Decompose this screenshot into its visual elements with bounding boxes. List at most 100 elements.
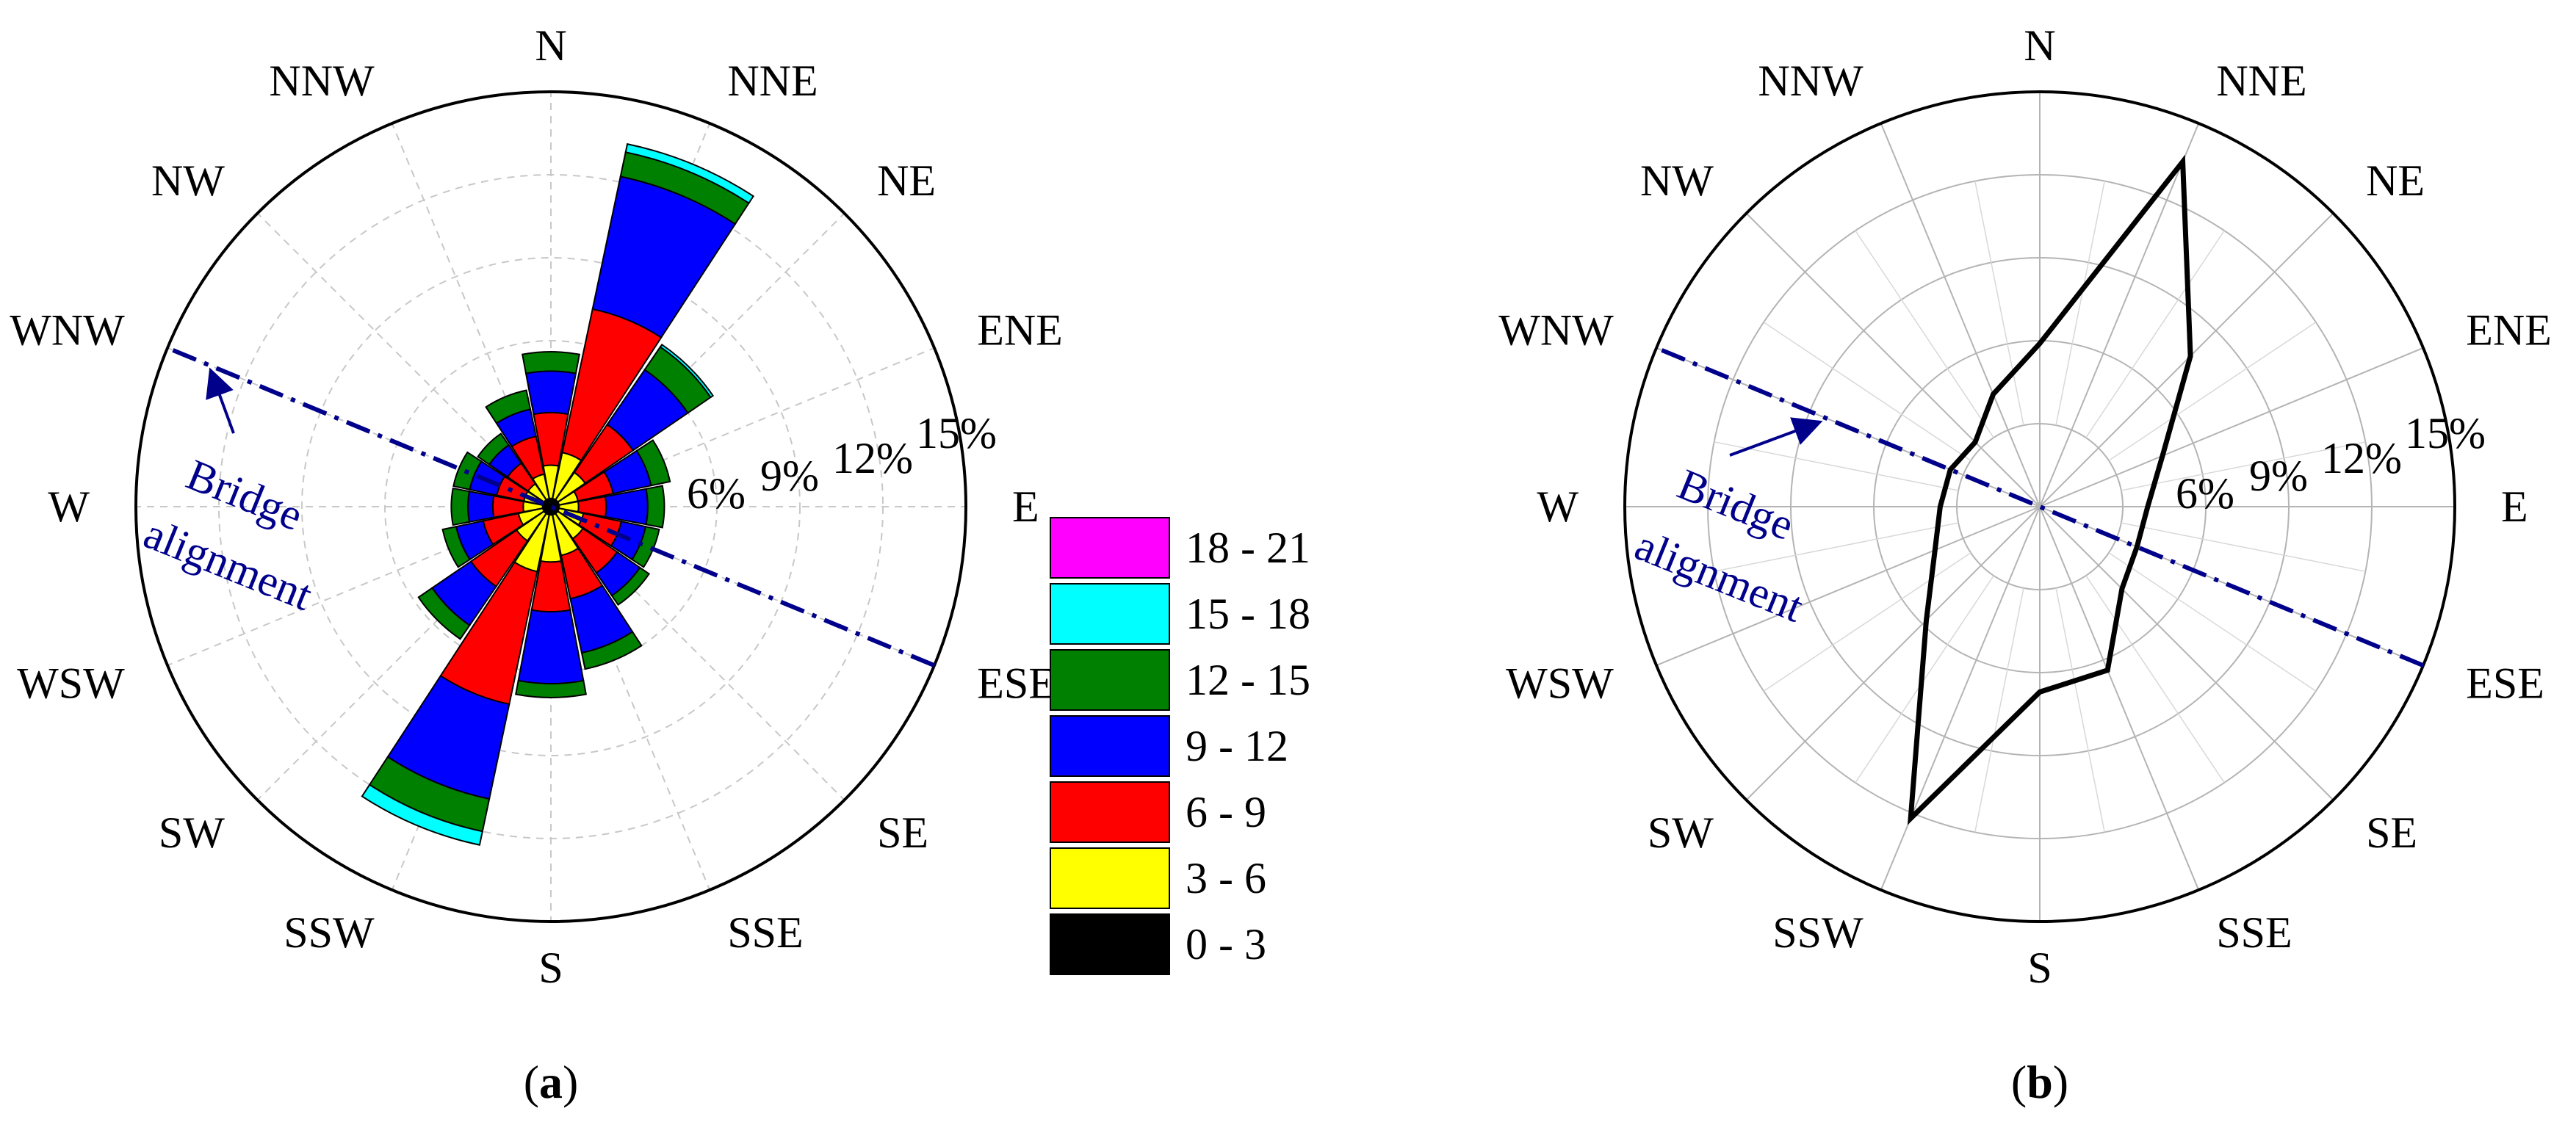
direction-label-w: W xyxy=(48,482,90,531)
wind-bar-ese-bin-4 xyxy=(631,526,660,568)
radar-panel: N NNE NE ENE E ESE SE SSE S SSW SW WSW W WNW NW NNW 6% 9… xyxy=(1498,21,2552,1108)
direction-label-se: SE xyxy=(877,808,928,857)
direction-label-n: N xyxy=(535,21,566,70)
direction-label-nne: NNE xyxy=(727,57,818,105)
legend-label: 0 - 3 xyxy=(1186,920,1266,969)
legend-label: 15 - 18 xyxy=(1186,590,1310,638)
direction-label-wnw: WNW xyxy=(1498,306,1614,355)
ring-label: 15% xyxy=(916,409,997,457)
ring-label: 6% xyxy=(2176,469,2234,518)
grid-minor-spoke xyxy=(2055,181,2105,426)
direction-label-s: S xyxy=(538,944,563,992)
grid-spoke xyxy=(2039,506,2200,891)
wind-bar-se-bin-4 xyxy=(610,566,651,607)
grid-minor-spoke xyxy=(2108,322,2317,461)
grid-spoke xyxy=(1745,212,2041,507)
legend-swatch xyxy=(1050,583,1170,645)
grid-minor-spoke xyxy=(1855,575,1994,783)
direction-label-e: E xyxy=(2501,482,2528,531)
grid-minor-spoke xyxy=(2121,522,2366,572)
grid-minor-spoke xyxy=(1763,322,1971,461)
grid-spoke xyxy=(2039,347,2424,507)
legend-label: 3 - 6 xyxy=(1186,854,1266,902)
direction-label-nnw: NNW xyxy=(1758,57,1864,105)
ring-label: 12% xyxy=(832,434,913,482)
wind-bar-wsw-bin-4 xyxy=(441,526,471,568)
direction-label-se: SE xyxy=(2366,808,2417,857)
annotation-bridge: Bridge xyxy=(1671,460,1800,549)
grid-spoke xyxy=(1656,506,2041,667)
outer-ring xyxy=(1623,90,2456,923)
wind-speed-legend: 18 - 21 15 - 18 12 - 15 9 - 12 6 - 9 3 - 6 0 -… xyxy=(1050,517,1310,975)
wind-bar-ene-bin-4 xyxy=(635,439,671,487)
direction-label-nw: NW xyxy=(151,156,225,205)
grid-spoke xyxy=(1880,123,2041,507)
direction-label-sse: SSE xyxy=(2216,908,2292,957)
wind-bar-nw-bin-4 xyxy=(477,432,510,466)
wind-bar-w-bin-4 xyxy=(450,487,471,526)
grid-spoke xyxy=(1880,506,2041,891)
direction-label-wsw: WSW xyxy=(17,659,125,707)
grid-minor-spoke xyxy=(1714,441,1959,491)
direction-label-s: S xyxy=(2027,944,2052,992)
direction-label-ne: NE xyxy=(877,156,936,205)
grid-minor-spoke xyxy=(2085,575,2225,783)
legend-swatch xyxy=(1050,847,1170,909)
wind-bar-sse-bin-4 xyxy=(580,631,643,670)
radar-polygon xyxy=(1907,154,2193,825)
grid-minor-spoke xyxy=(1974,587,2024,833)
wind-bar-sw-bin-4 xyxy=(417,587,471,640)
grid-minor-spoke xyxy=(1974,181,2024,426)
grid-spoke xyxy=(2039,212,2334,507)
panel-letter-b: b xyxy=(2027,1056,2053,1108)
grid-minor-spoke xyxy=(1714,522,1959,572)
wind-bar-s-bin-3 xyxy=(517,609,585,684)
legend-label: 6 - 9 xyxy=(1186,788,1266,836)
direction-label-nne: NNE xyxy=(2216,57,2306,105)
ring-label: 6% xyxy=(687,469,746,518)
direction-label-sw: SW xyxy=(159,808,225,857)
radar-ring-labels: 6% 9% 12%15% xyxy=(2176,409,2486,518)
direction-label-ne: NE xyxy=(2366,156,2425,205)
wind-rose-ring-labels: 6% 9% 12%15% xyxy=(687,409,997,518)
grid-spoke xyxy=(2039,506,2334,801)
wind-bar-e-bin-4 xyxy=(645,485,665,529)
direction-label-ssw: SSW xyxy=(284,908,375,957)
panel-label-a: (a) xyxy=(524,1056,579,1108)
legend-swatch xyxy=(1050,715,1170,777)
wind-bar-w-bin-3 xyxy=(467,491,495,523)
wind-rose-bars xyxy=(361,142,755,846)
direction-label-sw: SW xyxy=(1648,808,1714,857)
wind-rose-panel: N NNE NE ENE E ESE SE SSE S SSW SW WSW W WNW NW NNW 6% 9… xyxy=(10,21,1310,1108)
wind-bar-ne-bin-5 xyxy=(659,343,715,399)
direction-label-ese: ESE xyxy=(977,659,1056,707)
annotation-arrow xyxy=(206,367,235,434)
grid-spoke xyxy=(1745,506,2041,801)
legend-swatch xyxy=(1050,649,1170,711)
direction-label-ese: ESE xyxy=(2466,659,2544,707)
direction-label-nnw: NNW xyxy=(269,57,375,105)
direction-label-ssw: SSW xyxy=(1772,908,1864,957)
ring-label: 9% xyxy=(2249,452,2308,500)
outer-ring xyxy=(134,90,967,923)
grid-ring xyxy=(301,257,801,756)
annotation-arrow xyxy=(1729,417,1823,457)
grid-minor-spoke xyxy=(2085,230,2225,438)
grid-minor-spoke xyxy=(2121,441,2366,491)
legend-swatch xyxy=(1050,517,1170,579)
grid-spoke xyxy=(2039,123,2200,507)
legend-swatch xyxy=(1050,913,1170,975)
ring-label: 12% xyxy=(2321,434,2402,482)
direction-label-e: E xyxy=(1012,482,1039,531)
radar-labels: N NNE NE ENE E ESE SE SSE S SSW SW WSW W WNW NW NNW xyxy=(1498,21,2552,992)
ring-label: 15% xyxy=(2405,409,2486,457)
legend-label: 12 - 15 xyxy=(1186,656,1310,704)
wind-bar-nne-bin-5 xyxy=(624,142,755,205)
legend-swatch xyxy=(1050,781,1170,843)
direction-label-ene: ENE xyxy=(2466,306,2552,355)
wind-bar-ssw-bin-5 xyxy=(361,783,483,846)
grid-minor-spoke xyxy=(2108,552,2317,692)
panel-letter-a: a xyxy=(539,1056,563,1108)
direction-label-ene: ENE xyxy=(977,306,1063,355)
ring-label: 9% xyxy=(760,452,819,500)
